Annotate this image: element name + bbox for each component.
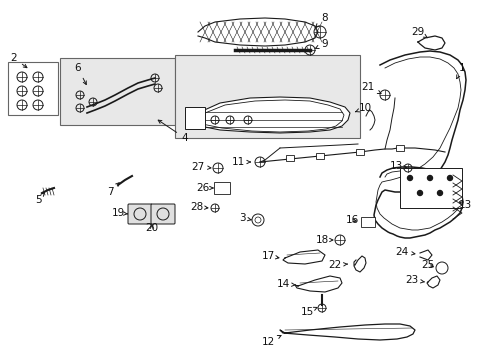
Text: 4: 4 (158, 120, 188, 143)
Text: 17: 17 (261, 251, 278, 261)
Text: 24: 24 (395, 247, 414, 257)
Text: 8: 8 (315, 13, 327, 27)
Text: 6: 6 (75, 63, 86, 85)
Bar (184, 107, 204, 129)
Text: 5: 5 (35, 193, 44, 205)
Text: 1: 1 (456, 63, 465, 79)
Text: 29: 29 (410, 27, 427, 38)
Polygon shape (373, 51, 465, 238)
Text: 26: 26 (196, 183, 213, 193)
Bar (395, 145, 403, 151)
Text: 13: 13 (388, 161, 406, 171)
Polygon shape (353, 256, 365, 272)
Polygon shape (280, 324, 414, 340)
Bar (360, 217, 374, 227)
Text: 15: 15 (300, 307, 316, 317)
Text: 22: 22 (328, 260, 346, 270)
Bar (399, 168, 461, 208)
Bar (175, 55, 359, 138)
Text: 2: 2 (11, 53, 27, 68)
Text: 14: 14 (276, 279, 295, 289)
Bar (315, 153, 324, 159)
Text: 18: 18 (315, 235, 332, 245)
Bar (285, 155, 293, 161)
Circle shape (427, 175, 431, 180)
Text: 23: 23 (405, 275, 424, 285)
Text: 12: 12 (261, 336, 281, 347)
FancyBboxPatch shape (128, 204, 152, 224)
Text: 21: 21 (361, 82, 380, 94)
Bar (60, 58, 175, 125)
Text: 16: 16 (345, 215, 358, 225)
Text: 19: 19 (111, 208, 127, 218)
Text: 3: 3 (238, 213, 251, 223)
Circle shape (437, 190, 442, 195)
Text: 25: 25 (421, 260, 434, 270)
Circle shape (447, 175, 451, 180)
Text: 20: 20 (145, 223, 158, 233)
Bar (8, 62, 58, 115)
Polygon shape (283, 250, 325, 264)
Circle shape (417, 190, 422, 195)
Polygon shape (417, 36, 444, 50)
Text: 9: 9 (315, 39, 327, 49)
Text: 11: 11 (231, 157, 250, 167)
Text: 7: 7 (106, 183, 119, 197)
Text: 13: 13 (457, 200, 470, 210)
Bar (355, 149, 363, 155)
Polygon shape (294, 276, 341, 292)
Text: 10: 10 (355, 103, 371, 113)
Circle shape (407, 175, 412, 180)
Bar (214, 182, 229, 194)
FancyBboxPatch shape (151, 204, 175, 224)
Text: 27: 27 (191, 162, 210, 172)
Polygon shape (190, 97, 349, 133)
Polygon shape (198, 18, 317, 46)
Text: 28: 28 (190, 202, 207, 212)
